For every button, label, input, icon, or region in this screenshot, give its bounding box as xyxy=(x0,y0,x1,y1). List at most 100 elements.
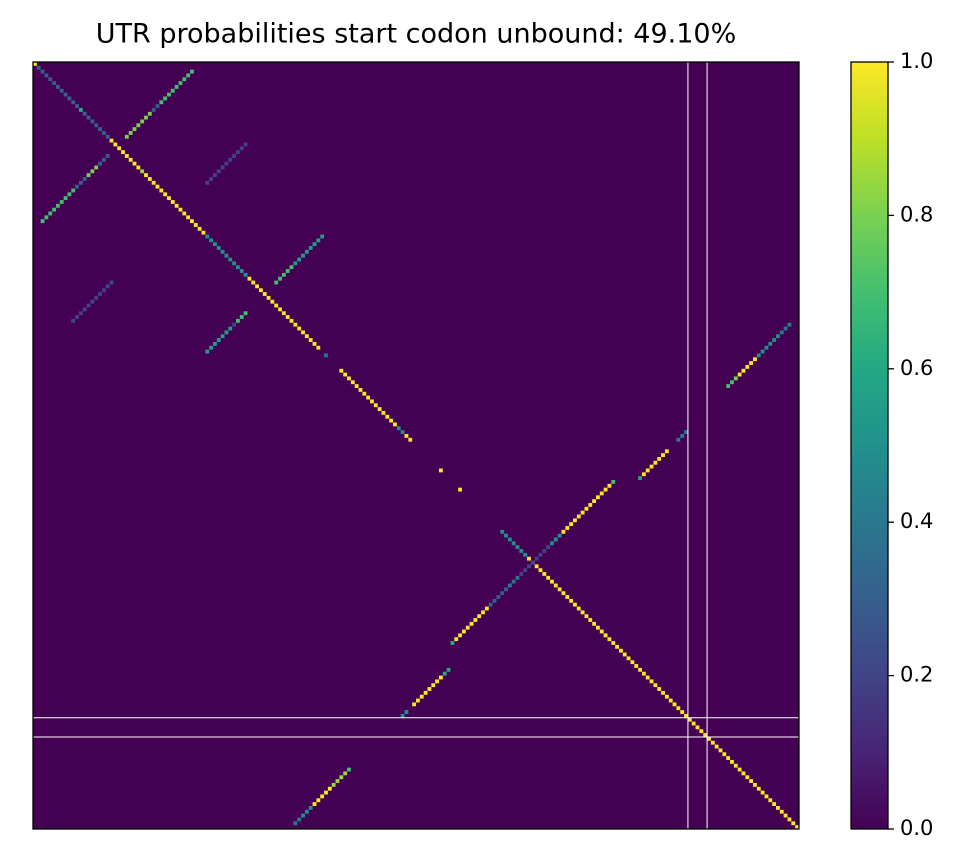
heatmap-cell xyxy=(484,606,489,611)
heatmap-cell xyxy=(228,157,233,162)
heatmap-cell xyxy=(573,602,577,607)
heatmap-cell xyxy=(695,725,700,730)
heatmap-cell xyxy=(105,154,110,158)
heatmap-cell xyxy=(404,433,409,438)
heatmap-cell xyxy=(52,81,56,86)
heatmap-cell xyxy=(458,633,462,638)
heatmap-cell xyxy=(588,503,593,507)
heatmap-cell xyxy=(213,173,217,178)
heatmap-cell xyxy=(262,292,267,296)
heatmap-cell xyxy=(132,161,137,166)
heatmap-cell xyxy=(768,341,773,346)
heatmap-cell xyxy=(75,315,79,319)
heatmap-cell xyxy=(504,533,508,538)
heatmap-cell xyxy=(201,230,206,235)
heatmap-cell xyxy=(416,698,420,703)
heatmap-cell xyxy=(151,180,156,185)
heatmap-cell xyxy=(90,169,95,174)
heatmap-cell xyxy=(297,817,302,822)
heatmap-cell xyxy=(147,177,152,181)
heatmap-cell xyxy=(661,453,665,458)
heatmap-cell xyxy=(596,625,600,630)
heatmap-cell xyxy=(584,614,589,619)
heatmap-cell xyxy=(787,322,792,327)
heatmap-cell xyxy=(82,307,87,312)
heatmap-cell xyxy=(232,322,236,327)
heatmap-cell xyxy=(630,660,635,665)
heatmap-cell xyxy=(132,127,137,132)
heatmap-cell xyxy=(312,802,317,806)
heatmap-cell xyxy=(86,303,91,308)
heatmap-cell xyxy=(657,687,662,691)
heatmap-cell xyxy=(343,771,348,776)
heatmap-cell xyxy=(385,414,390,419)
heatmap-cell xyxy=(167,92,171,97)
heatmap-cell xyxy=(653,460,658,465)
heatmap-cell xyxy=(274,303,279,308)
heatmap-cell xyxy=(266,295,271,300)
heatmap-cell xyxy=(301,813,305,818)
heatmap-cell xyxy=(511,541,516,546)
heatmap-cell xyxy=(691,721,696,726)
heatmap-cell xyxy=(320,794,325,799)
heatmap-cell xyxy=(278,307,282,312)
heatmap-cell xyxy=(496,595,501,599)
heatmap-cell xyxy=(783,813,788,818)
heatmap-cell xyxy=(423,690,428,695)
heatmap-cell xyxy=(354,384,359,388)
heatmap-cell xyxy=(293,322,298,327)
heatmap-cell xyxy=(726,756,731,760)
heatmap-cell xyxy=(419,694,424,699)
heatmap-cell xyxy=(542,572,547,576)
heatmap-cell xyxy=(316,798,321,803)
heatmap-cell xyxy=(151,108,156,112)
heatmap-cell xyxy=(71,318,76,323)
heatmap-cell xyxy=(461,629,466,634)
heatmap-cell xyxy=(98,127,102,132)
heatmap-cell xyxy=(550,579,554,584)
heatmap-cell xyxy=(638,476,642,481)
heatmap-cell xyxy=(339,775,344,780)
heatmap-cell xyxy=(33,62,37,66)
colorbar-tick-label: 0.8 xyxy=(900,202,933,226)
heatmap-cell xyxy=(538,568,543,573)
heatmap-cell xyxy=(749,361,754,365)
heatmap-cell xyxy=(553,537,558,542)
heatmap-cell xyxy=(243,142,248,147)
heatmap-cell xyxy=(224,330,229,335)
heatmap-cell xyxy=(144,115,148,120)
heatmap-cell xyxy=(147,111,152,116)
heatmap-cell xyxy=(239,146,244,151)
heatmap-cell xyxy=(592,499,597,504)
heatmap-cell xyxy=(44,215,49,220)
heatmap-cell xyxy=(140,119,145,124)
heatmap-cell xyxy=(186,73,191,78)
heatmap-cell xyxy=(182,77,187,82)
heatmap-cell xyxy=(324,353,328,358)
heatmap-cell xyxy=(216,246,221,250)
heatmap-cell xyxy=(71,188,76,193)
heatmap-cell xyxy=(163,96,168,101)
heatmap-cell xyxy=(86,173,91,178)
heatmap-cell xyxy=(55,203,60,208)
heatmap-cell xyxy=(500,529,505,534)
heatmap-cell xyxy=(450,641,455,645)
heatmap-cell xyxy=(167,196,171,201)
heatmap-cell xyxy=(615,644,619,649)
heatmap-cell xyxy=(190,69,194,74)
heatmap-cell xyxy=(174,85,179,89)
heatmap-cell xyxy=(75,104,79,109)
heatmap-cell xyxy=(347,376,351,381)
heatmap-cell xyxy=(764,345,769,350)
heatmap-cell xyxy=(144,173,148,178)
heatmap-cell xyxy=(136,123,141,128)
heatmap-cell xyxy=(327,786,332,791)
heatmap-cell xyxy=(776,805,780,810)
heatmap-cell xyxy=(500,591,505,596)
heatmap-cell xyxy=(546,545,551,550)
heatmap-cell xyxy=(764,794,769,799)
heatmap-cell xyxy=(140,169,145,174)
heatmap-cell xyxy=(316,238,321,243)
heatmap-cell xyxy=(772,802,777,806)
heatmap-cell xyxy=(596,495,600,500)
